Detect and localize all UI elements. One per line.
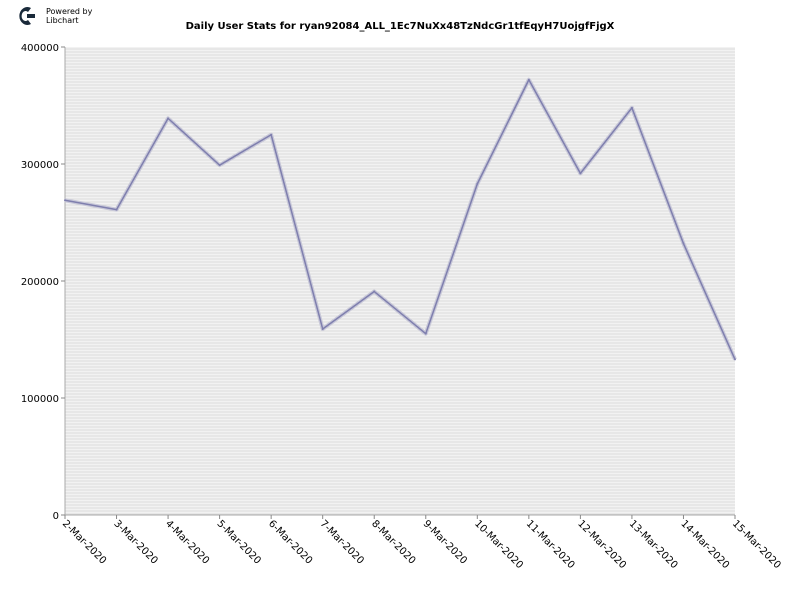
x-tick-label: 11-Mar-2020 [524,518,577,571]
data-point [630,106,633,109]
grid-lines [65,48,735,515]
y-tick-label: 100000 [21,394,59,405]
data-point [115,208,118,211]
series-line [64,77,737,361]
x-tick-label: 2-Mar-2020 [60,518,108,566]
x-tick-label: 13-Mar-2020 [627,518,680,571]
y-tick-label: 200000 [21,277,59,288]
y-tick-label: 0 [53,511,59,522]
data-point [321,327,324,330]
x-tick-label: 15-Mar-2020 [730,518,783,571]
y-axis-ticks: 0 100000 200000 300000 400000 [21,43,65,522]
data-point [64,199,66,202]
x-tick-label: 5-Mar-2020 [214,518,262,566]
x-tick-label: 7-Mar-2020 [318,518,366,566]
libchart-logo-icon [19,7,31,26]
x-tick-label: 6-Mar-2020 [266,518,314,566]
data-point [476,182,479,185]
x-axis-ticks: 2-Mar-2020 3-Mar-2020 4-Mar-2020 5-Mar-2020… [60,515,783,571]
data-point [734,358,736,361]
y-tick-label: 300000 [21,160,59,171]
x-tick-label: 10-Mar-2020 [472,518,525,571]
brand-line-1: Powered by [46,7,93,16]
data-point [167,117,170,120]
x-tick-label: 3-Mar-2020 [111,518,159,566]
libchart-logo-bar [27,14,35,18]
data-point [424,332,427,335]
x-tick-label: 14-Mar-2020 [678,518,731,571]
brand-line-2: Libchart [46,16,79,25]
data-point [579,172,582,175]
data-point [218,164,221,167]
libchart-logo: Powered by Libchart [19,7,93,26]
x-tick-label: 9-Mar-2020 [421,518,469,566]
x-tick-label: 8-Mar-2020 [369,518,417,566]
y-tick-label: 400000 [21,43,59,54]
data-point [270,133,273,136]
chart-title: Daily User Stats for ryan92084_ALL_1Ec7N… [186,21,615,32]
series-line-path [64,79,736,360]
x-tick-label: 4-Mar-2020 [163,518,211,566]
data-point [373,290,376,293]
data-point [527,78,530,81]
data-point [682,242,685,245]
x-tick-label: 12-Mar-2020 [575,518,628,571]
